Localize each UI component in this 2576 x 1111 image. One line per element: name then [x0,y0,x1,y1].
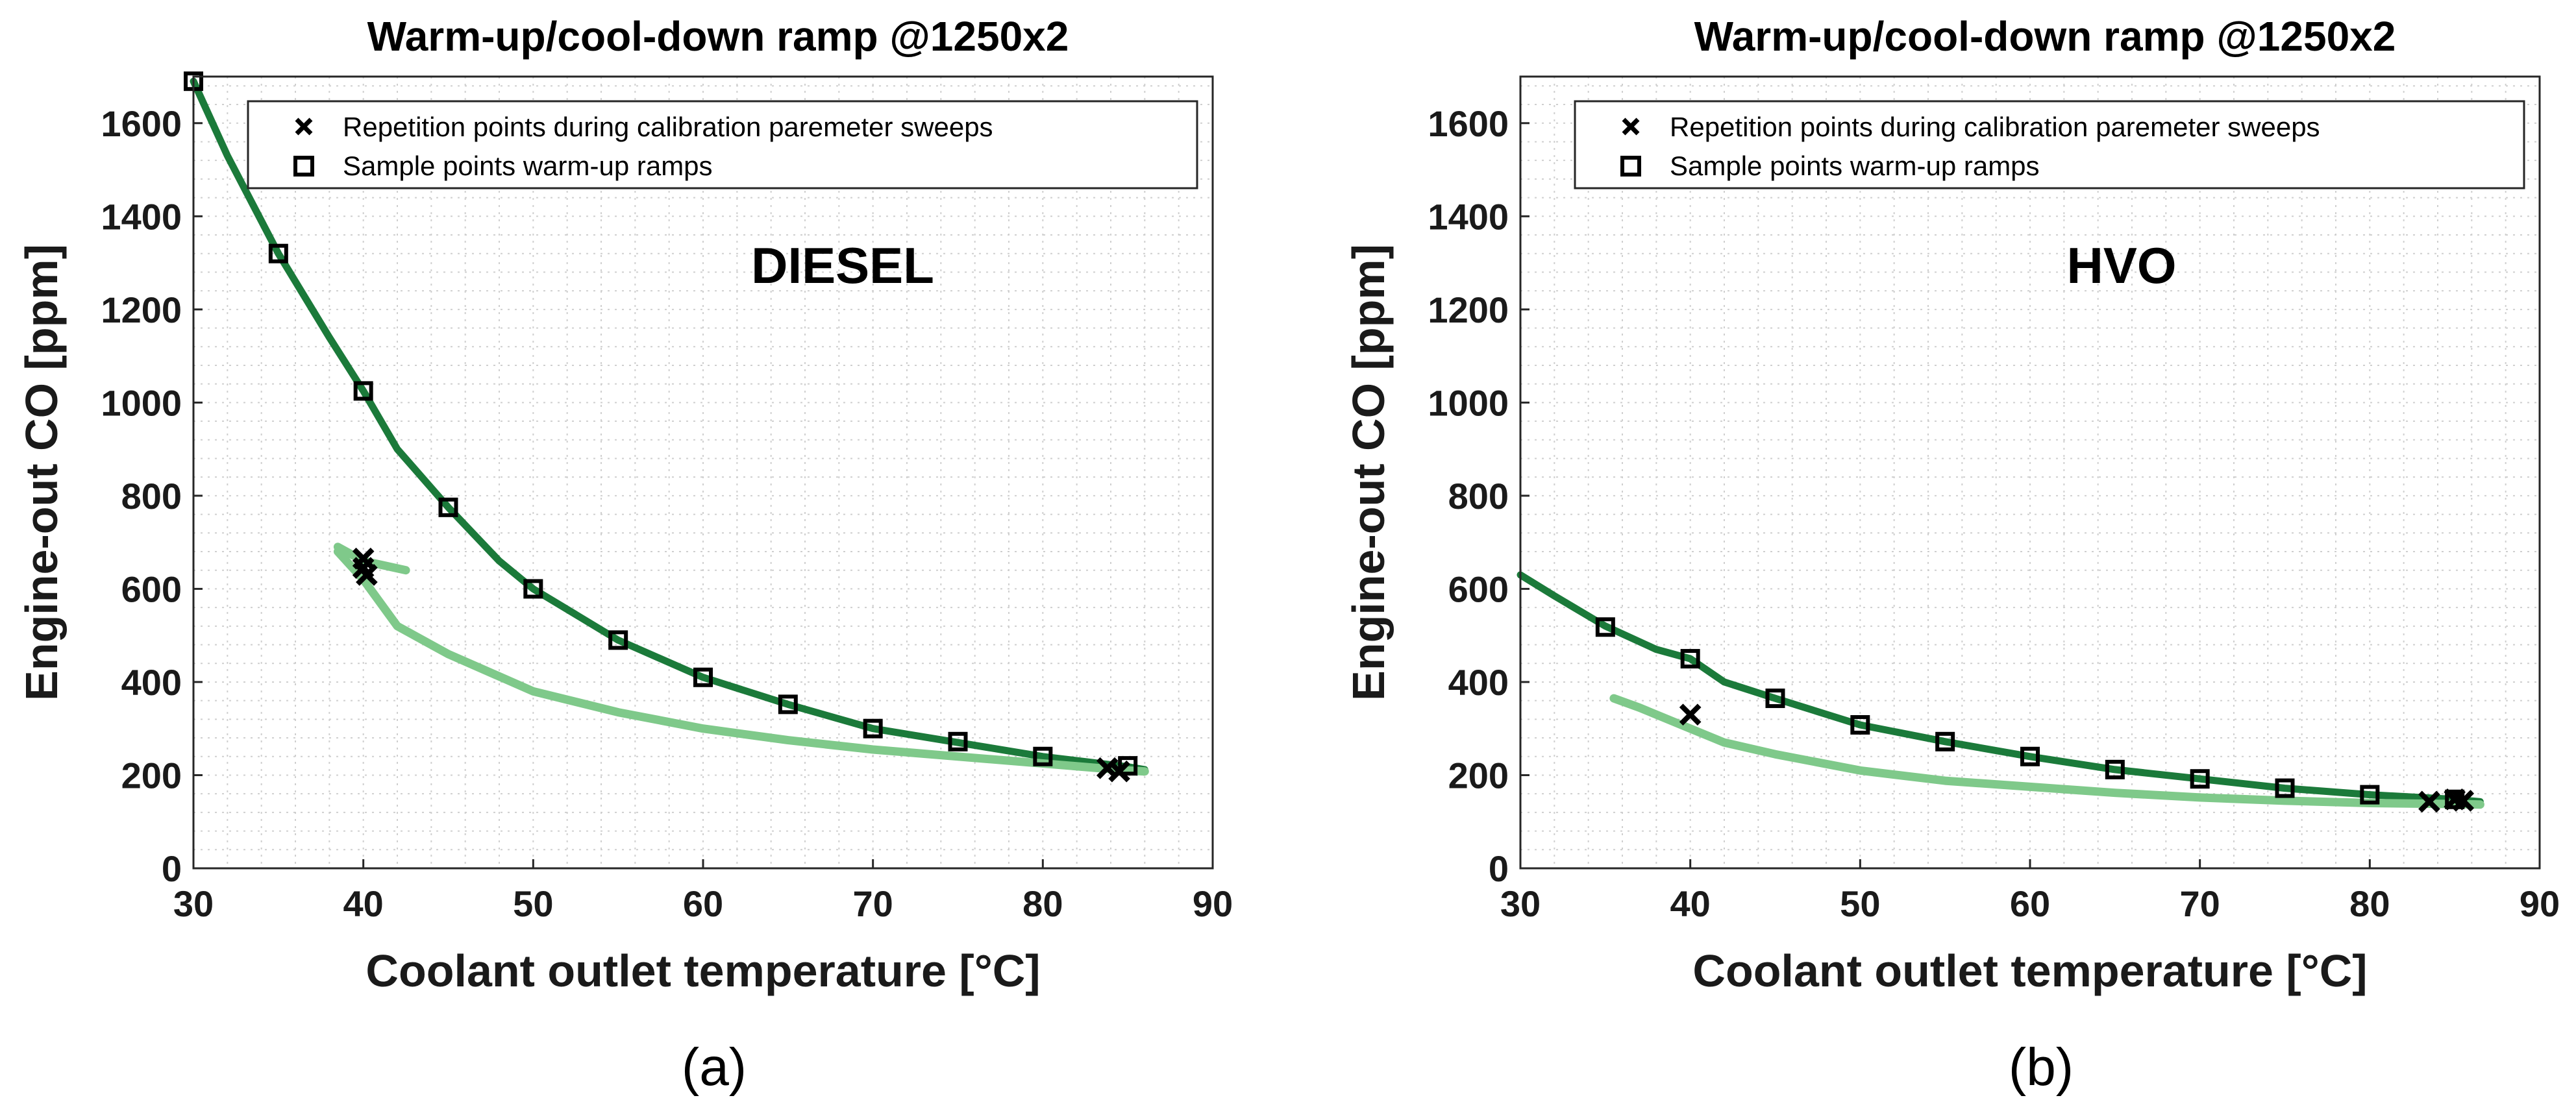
square-marker [948,731,968,751]
y-tick-label: 1000 [101,382,182,423]
fuel-annotation: DIESEL [751,237,934,294]
square-marker [778,694,798,714]
y-tick-label: 1200 [101,289,182,330]
y-tick-label: 1200 [1428,289,1509,330]
x-tick-label: 30 [173,883,214,924]
chart-title: Warm-up/cool-down ramp @1250x2 [367,13,1069,60]
x-tick-label: 80 [2349,883,2390,924]
legend-entry: Sample points warm-up ramps [1670,151,2040,181]
x-tick-label: 40 [1670,883,1711,924]
square-marker [1680,649,1700,669]
ticks: 30 40 50 60 70 80 90 0 200 400 600 800 1000 1200 1400 1… [101,103,1233,924]
y-tick-label: 800 [1448,476,1509,517]
x-tick-label: 40 [343,883,384,924]
x-marker [356,564,378,586]
legend-box [247,100,1198,189]
x-axis-label: Coolant outlet temperature [°C] [1692,946,2367,996]
panel-caption: (b) [2009,1038,2074,1097]
series-line [1609,694,2484,809]
square-marker [1935,731,1955,751]
square-marker [2445,789,2465,809]
square-marker [438,497,458,517]
legend: Repetition points during calibration par… [1574,100,2525,189]
square-marker [1033,746,1053,766]
y-tick-label: 600 [1448,568,1509,609]
square-marker [2105,759,2125,779]
y-tick-label: 600 [121,568,182,609]
square-marker [523,579,543,599]
square-marker [863,718,883,739]
x-tick-label: 70 [2180,883,2220,924]
legend-entry: Sample points warm-up ramps [343,151,713,181]
x-tick-label: 60 [2010,883,2050,924]
series-line [1517,571,2484,805]
square-marker [268,243,288,263]
panel-a: Warm-up/cool-down ramp @1250x2 30 40 50 60 7… [16,13,1233,1097]
legend-box [1574,100,2525,189]
series-line [190,77,1148,774]
y-axis-label: Engine-out CO [ppm] [16,244,67,701]
x-tick-label: 90 [2520,883,2560,924]
y-tick-label: 400 [1448,662,1509,703]
legend-square-marker-icon [1620,156,1641,177]
square-marker [2275,778,2295,798]
square-marker [1850,714,1870,735]
square-marker [608,630,628,650]
y-tick-label: 0 [162,848,182,889]
y-tick-label: 1400 [1428,196,1509,237]
x-tick-label: 70 [853,883,893,924]
square-marker [1765,689,1785,709]
x-tick-label: 50 [1840,883,1880,924]
square-marker [2360,785,2380,805]
legend-x-marker-icon [1622,117,1640,136]
chart-title: Warm-up/cool-down ramp @1250x2 [1694,13,2396,60]
y-tick-label: 400 [121,662,182,703]
y-tick-label: 0 [1489,848,1509,889]
y-tick-label: 200 [1448,755,1509,796]
y-tick-label: 1000 [1428,382,1509,423]
legend-entry: Repetition points during calibration par… [343,112,993,142]
y-axis-label: Engine-out CO [ppm] [1343,244,1394,701]
ticks: 30 40 50 60 70 80 90 0 200 400 600 800 1000 1200 1400 1… [1428,103,2560,924]
x-tick-label: 30 [1500,883,1541,924]
square-marker [353,381,373,401]
panel-b: Warm-up/cool-down ramp @1250x2 30 40 50 60 7… [1343,13,2560,1097]
series-layer [1517,571,2484,813]
x-tick-label: 90 [1193,883,1233,924]
y-tick-label: 1400 [101,196,182,237]
legend-square-marker-icon [293,156,314,177]
fuel-annotation: HVO [2066,237,2176,294]
legend: Repetition points during calibration par… [247,100,1198,189]
y-tick-label: 1600 [101,103,182,144]
x-tick-label: 60 [683,883,723,924]
legend-entry: Repetition points during calibration par… [1670,112,2320,142]
x-marker [1679,703,1702,726]
x-axis-label: Coolant outlet temperature [°C] [365,946,1040,996]
x-marker [2418,790,2440,813]
x-tick-label: 50 [513,883,553,924]
square-marker [693,667,713,687]
square-marker [2190,769,2210,789]
legend-x-marker-icon [295,117,313,136]
square-marker [1595,617,1615,637]
panel-caption: (a) [682,1038,747,1097]
square-marker [1118,756,1138,776]
x-tick-label: 80 [1022,883,1063,924]
y-tick-label: 1600 [1428,103,1509,144]
series-layer [184,71,1149,783]
y-tick-label: 800 [121,476,182,517]
y-tick-label: 200 [121,755,182,796]
square-marker [2020,746,2040,766]
